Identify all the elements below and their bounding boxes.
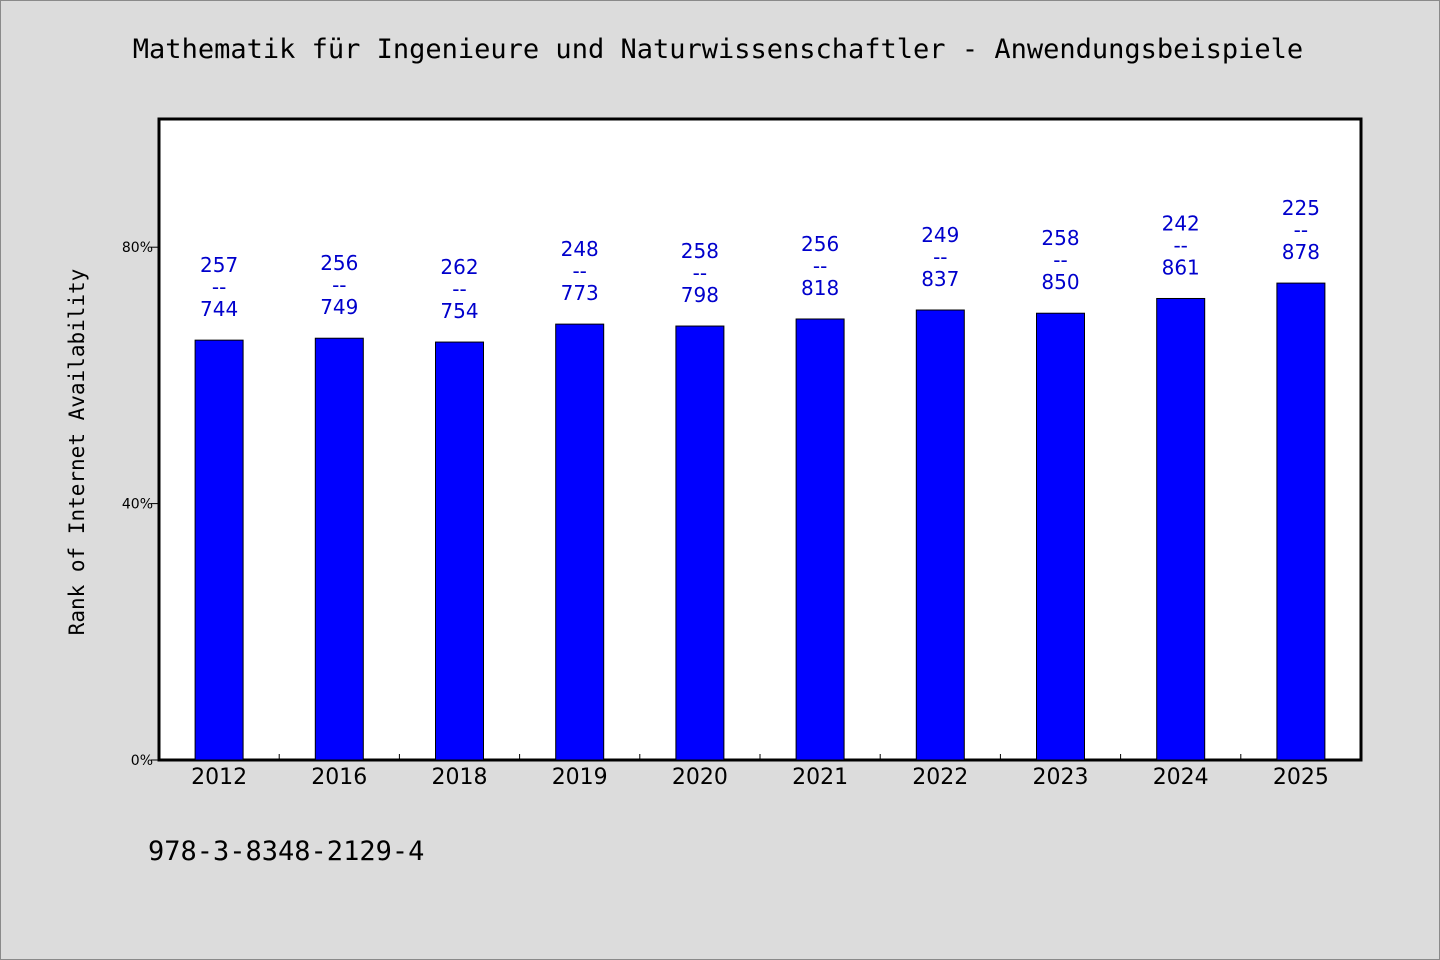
- axis-ticks: 0% 40% 80%: [122, 240, 1242, 769]
- bar: [314, 337, 364, 761]
- data-label: --: [813, 254, 827, 278]
- x-tick-label: 2019: [552, 765, 608, 790]
- data-label: --: [1053, 248, 1067, 272]
- data-label: --: [1294, 218, 1308, 242]
- data-label: 744: [200, 297, 238, 321]
- x-tick-label: 2025: [1273, 765, 1329, 790]
- data-label: 837: [921, 267, 959, 291]
- data-label: 773: [561, 281, 599, 305]
- data-label: 256: [801, 232, 839, 256]
- bars: [194, 282, 1326, 761]
- data-label: 818: [801, 276, 839, 300]
- x-tick-label: 2024: [1153, 765, 1209, 790]
- data-label: 257: [200, 253, 238, 277]
- data-label: --: [212, 275, 226, 299]
- data-label: 258: [681, 239, 719, 263]
- x-tick-label: 2021: [792, 765, 848, 790]
- data-label: --: [572, 259, 586, 283]
- y-tick-label: 80%: [122, 240, 153, 256]
- x-tick-label: 2016: [311, 765, 367, 790]
- x-tick-label: 2018: [432, 765, 488, 790]
- bar: [915, 309, 965, 761]
- data-label: --: [1173, 233, 1187, 257]
- x-tick-label: 2020: [672, 765, 728, 790]
- data-label: 225: [1282, 196, 1320, 220]
- data-label: 248: [561, 237, 599, 261]
- x-tick-label: 2023: [1033, 765, 1089, 790]
- data-label: 749: [320, 295, 358, 319]
- data-label: --: [452, 277, 466, 301]
- data-label: 878: [1282, 240, 1320, 264]
- isbn-text: 978-3-8348-2129-4: [148, 836, 425, 867]
- data-label: 798: [681, 283, 719, 307]
- data-label: 754: [440, 299, 478, 323]
- data-label: --: [332, 273, 346, 297]
- data-label: 262: [440, 255, 478, 279]
- data-label: --: [933, 245, 947, 269]
- data-label: --: [693, 261, 707, 285]
- data-label: 249: [921, 223, 959, 247]
- bar: [194, 339, 244, 761]
- bar-labels: 2012257--7442016256--7492018262--7542019…: [191, 196, 1329, 790]
- y-tick-label: 0%: [131, 753, 153, 769]
- x-tick-label: 2022: [912, 765, 968, 790]
- bar: [795, 318, 845, 761]
- x-tick-label: 2012: [191, 765, 247, 790]
- y-tick-label: 40%: [122, 497, 153, 513]
- data-label: 861: [1162, 255, 1200, 279]
- data-label: 258: [1041, 226, 1079, 250]
- bar: [1036, 312, 1085, 761]
- chart-title: Mathematik für Ingenieure und Naturwisse…: [132, 34, 1304, 65]
- bar: [1276, 282, 1326, 761]
- data-label: 256: [320, 251, 358, 275]
- data-label: 850: [1041, 270, 1079, 294]
- bar: [435, 341, 484, 761]
- bar: [675, 325, 725, 761]
- data-label: 242: [1162, 211, 1200, 235]
- bar: [555, 323, 605, 761]
- bar: [1156, 297, 1206, 761]
